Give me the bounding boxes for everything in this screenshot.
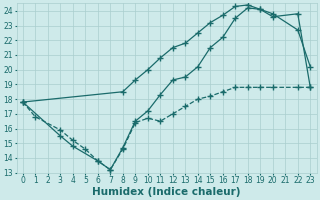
X-axis label: Humidex (Indice chaleur): Humidex (Indice chaleur) [92,187,241,197]
